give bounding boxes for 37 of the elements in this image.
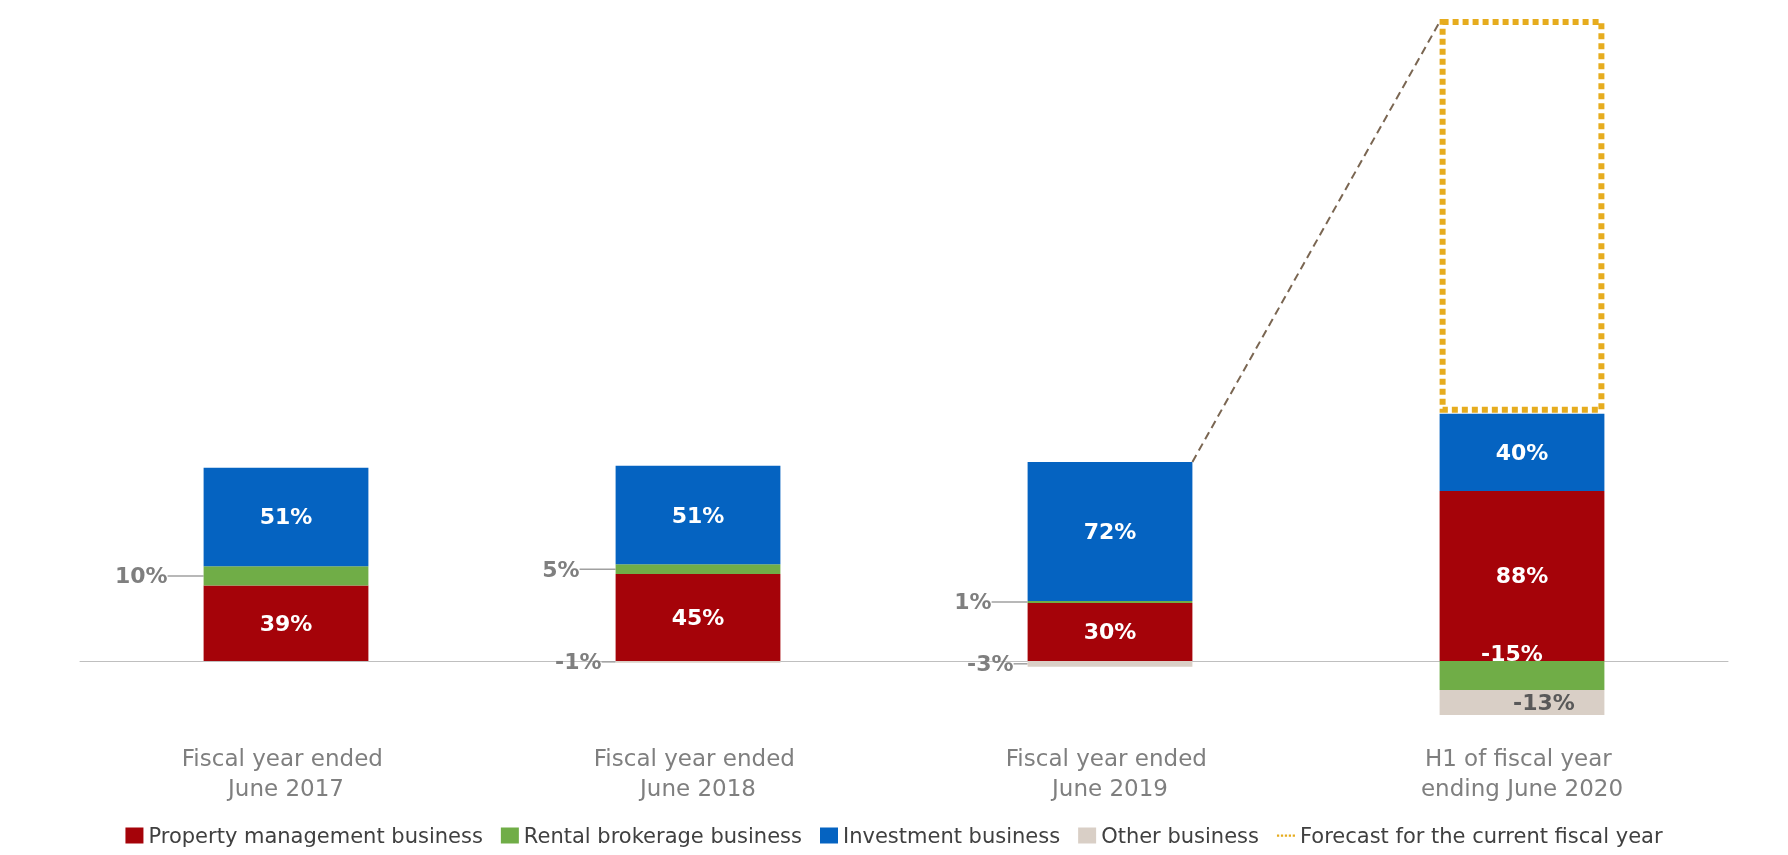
data-label: 5%	[542, 556, 580, 582]
bar	[1027, 660, 1193, 667]
data-label: 88%	[1495, 563, 1549, 589]
x-tick-label: H1 of fiscal year ending June 2020	[1420, 745, 1624, 801]
data-label: 1%	[954, 589, 992, 615]
legend-label: Property management business	[148, 823, 483, 848]
bar	[1027, 602, 1193, 661]
bar	[1439, 490, 1605, 661]
data-label: 39%	[259, 610, 313, 636]
bar	[1439, 660, 1605, 690]
legend-label: Rental brokerage business	[523, 823, 802, 848]
data-label: 45%	[671, 604, 725, 630]
legend-label: Forecast for the current fiscal year	[1299, 823, 1663, 848]
data-label: -15%	[1481, 640, 1543, 666]
x-tick-label: Fiscal year ended June 2018	[593, 745, 803, 801]
legend-label: Other business	[1101, 823, 1259, 848]
bar	[203, 467, 369, 567]
x-tick-label: Fiscal year ended June 2019	[1005, 745, 1215, 801]
data-label: -3%	[967, 651, 1014, 677]
bar	[203, 566, 369, 586]
bar	[203, 585, 369, 661]
x-tick-label: Fiscal year ended June 2017	[181, 745, 391, 801]
data-label: -13%	[1513, 689, 1575, 715]
bar	[615, 564, 781, 574]
data-label: 30%	[1083, 619, 1137, 645]
data-label: 40%	[1495, 439, 1549, 465]
data-label: 72%	[1083, 518, 1137, 544]
data-label: -1%	[555, 649, 602, 675]
legend-label: Investment business	[842, 823, 1061, 848]
bar	[615, 573, 781, 661]
bar	[615, 465, 781, 565]
data-label: 51%	[259, 504, 313, 530]
bar	[1439, 413, 1605, 491]
data-label: 51%	[671, 502, 725, 528]
bar	[1027, 461, 1193, 602]
bar	[1439, 689, 1605, 715]
data-label: 10%	[114, 563, 168, 589]
